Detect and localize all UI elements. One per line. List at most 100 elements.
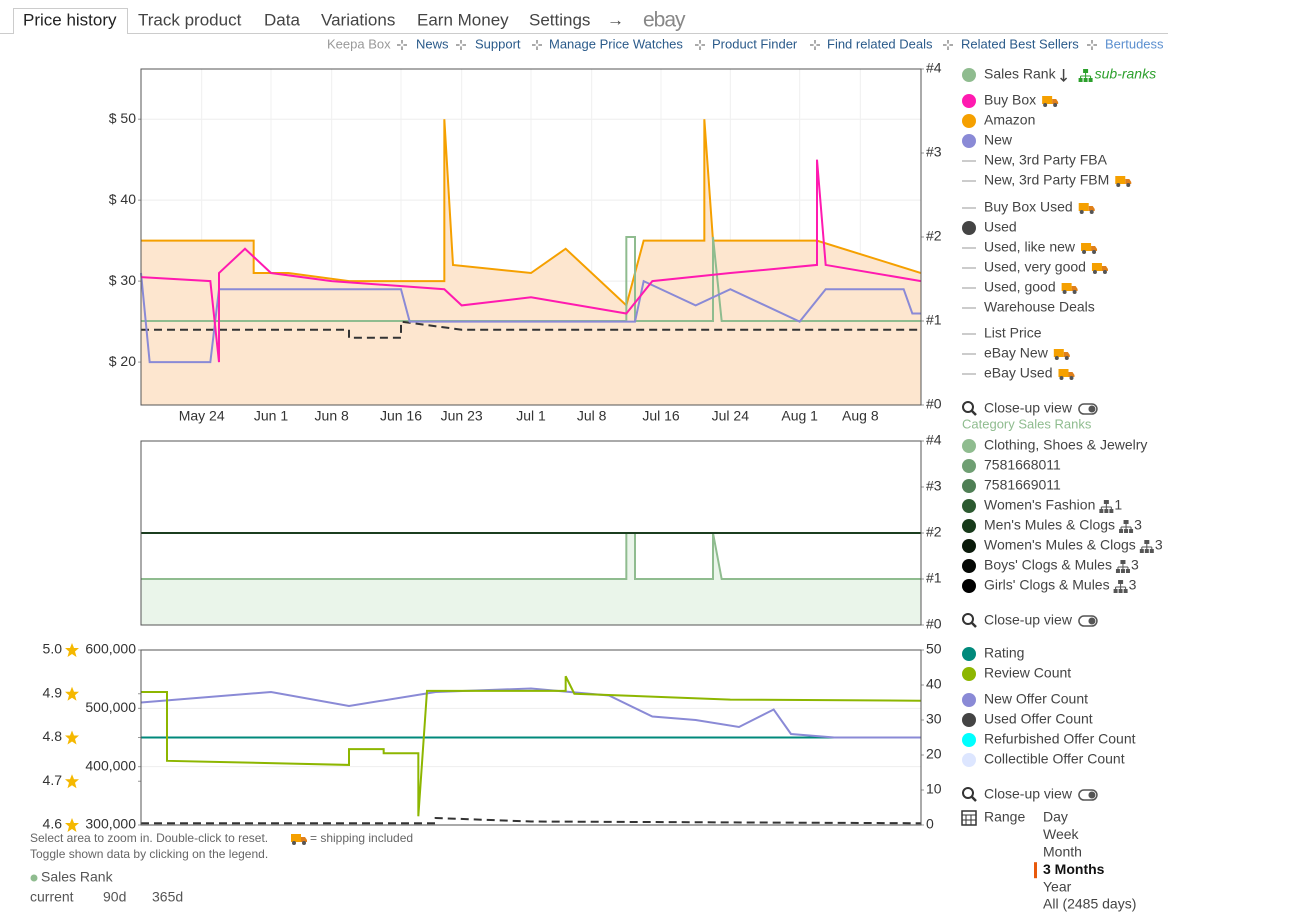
nav-link[interactable]: News (416, 36, 449, 51)
closeup-label[interactable]: Close-up view (984, 786, 1073, 802)
tab[interactable]: Data (264, 10, 300, 29)
ebay-tab[interactable]: ebay (643, 9, 687, 32)
y2-tick-label: #1 (926, 570, 942, 586)
sub-ranks-link[interactable]: sub-ranks (1095, 66, 1156, 82)
subrank-count: 1 (1114, 497, 1122, 513)
subrank-count: 3 (1134, 517, 1142, 533)
branches (1120, 524, 1132, 529)
y-tick-label: 600,000 (85, 641, 136, 657)
separator-icon (695, 40, 705, 50)
legend-dot (962, 579, 976, 593)
node (1103, 500, 1109, 504)
range-option[interactable]: 3 Months (1043, 861, 1105, 877)
closeup-label[interactable]: Close-up view (984, 400, 1073, 416)
legend-label[interactable]: Rating (984, 645, 1024, 661)
y3-tick-label: 4.7 (43, 772, 63, 788)
legend-label[interactable]: Used Offer Count (984, 711, 1093, 727)
legend-dot (30, 874, 38, 882)
range-option[interactable]: Week (1043, 826, 1080, 842)
truck-wheel (1064, 356, 1069, 360)
toggle-knob (1088, 405, 1096, 413)
truck-wheel (302, 841, 306, 845)
legend-dot (962, 519, 976, 533)
legend-label[interactable]: Used (984, 219, 1017, 235)
legend-label[interactable]: New Offer Count (984, 691, 1088, 707)
legend-label[interactable]: eBay Used (984, 365, 1052, 381)
legend-label[interactable]: New (984, 132, 1013, 148)
legend-label[interactable]: Boys' Clogs & Mules (984, 557, 1112, 573)
nav-link[interactable]: Bertudess (1105, 36, 1164, 51)
branches (1100, 504, 1112, 509)
tab[interactable]: Settings (529, 10, 590, 29)
node (1125, 569, 1130, 573)
y-tick-label: 300,000 (85, 816, 136, 832)
y2-tick-label: 20 (926, 746, 942, 762)
y2-tick-label: 10 (926, 781, 942, 797)
legend-label[interactable]: Used, good (984, 279, 1056, 295)
legend-label[interactable]: Men's Mules & Clogs (984, 517, 1115, 533)
legend-label[interactable]: Warehouse Deals (984, 299, 1095, 315)
truck-box (1042, 96, 1053, 104)
y-tick-label: 500,000 (85, 699, 136, 715)
truck-box (1061, 283, 1072, 291)
tab[interactable]: Variations (321, 10, 395, 29)
legend-label[interactable]: Girls' Clogs & Mules (984, 577, 1110, 593)
magnifier-handle (971, 410, 977, 416)
tab[interactable]: Price history (23, 10, 117, 29)
legend-label[interactable]: Review Count (984, 665, 1071, 681)
legend-label[interactable]: Women's Mules & Clogs (984, 537, 1136, 553)
legend-label[interactable]: Sales Rank (984, 66, 1057, 82)
legend-label[interactable]: Refurbished Offer Count (984, 731, 1136, 747)
separator-dot (1090, 43, 1094, 47)
legend-dot (962, 667, 976, 681)
legend-label[interactable]: List Price (984, 325, 1042, 341)
truck-box (1053, 349, 1064, 357)
legend-label[interactable]: New, 3rd Party FBA (984, 152, 1108, 168)
truck-wheel (1092, 250, 1097, 254)
star-icon (65, 774, 79, 789)
y-tick-label: $ 40 (109, 191, 136, 207)
nav-link[interactable]: Find related Deals (827, 36, 933, 51)
legend-label[interactable]: 7581668011 (984, 457, 1061, 473)
legend-label[interactable]: Used, like new (984, 239, 1076, 255)
tab[interactable]: Track product (138, 10, 242, 29)
legend-label[interactable]: Women's Fashion (984, 497, 1095, 513)
plot-frame (140, 649, 922, 826)
series-area (141, 119, 921, 405)
series-line (141, 532, 921, 580)
nav-link[interactable]: Keepa Box (327, 36, 391, 51)
nav-link[interactable]: Manage Price Watches (549, 36, 683, 51)
legend-label[interactable]: Used, very good (984, 259, 1086, 275)
legend-dot (962, 94, 976, 108)
closeup-label[interactable]: Close-up view (984, 612, 1073, 628)
legend-label[interactable]: 7581669011 (984, 477, 1061, 493)
nav-link[interactable]: Product Finder (712, 36, 798, 51)
legend-dot (962, 733, 976, 747)
star-icon (65, 730, 79, 745)
shipping-icon (1081, 243, 1098, 254)
subrank-count: 3 (1131, 557, 1139, 573)
range-option[interactable]: All (2485 days) (1043, 896, 1136, 912)
range-option[interactable]: Month (1043, 844, 1082, 860)
legend-label[interactable]: New, 3rd Party FBM (984, 172, 1109, 188)
tab[interactable]: → (607, 10, 624, 29)
truck-wheel (1069, 376, 1074, 380)
nav-link[interactable]: Related Best Sellers (961, 36, 1079, 51)
nav-link[interactable]: Support (475, 36, 521, 51)
footer-column: 365d (152, 889, 183, 905)
node (1083, 78, 1088, 82)
range-option[interactable]: Year (1043, 878, 1072, 894)
legend-label[interactable]: Amazon (984, 112, 1035, 128)
legend-label[interactable]: Buy Box Used (984, 199, 1073, 215)
legend-label[interactable]: eBay New (984, 345, 1049, 361)
shipping-icon (1061, 283, 1078, 294)
shipping-icon (1078, 203, 1095, 214)
legend-label[interactable]: Collectible Offer Count (984, 751, 1125, 767)
y3-tick-label: 4.6 (43, 816, 63, 832)
legend-label[interactable]: Buy Box (984, 92, 1036, 108)
range-option[interactable]: Day (1043, 809, 1068, 825)
y2-tick-label: 40 (926, 676, 942, 692)
tab[interactable]: Earn Money (417, 10, 509, 29)
series-line (140, 159, 922, 363)
legend-label[interactable]: Clothing, Shoes & Jewelry (984, 437, 1147, 453)
